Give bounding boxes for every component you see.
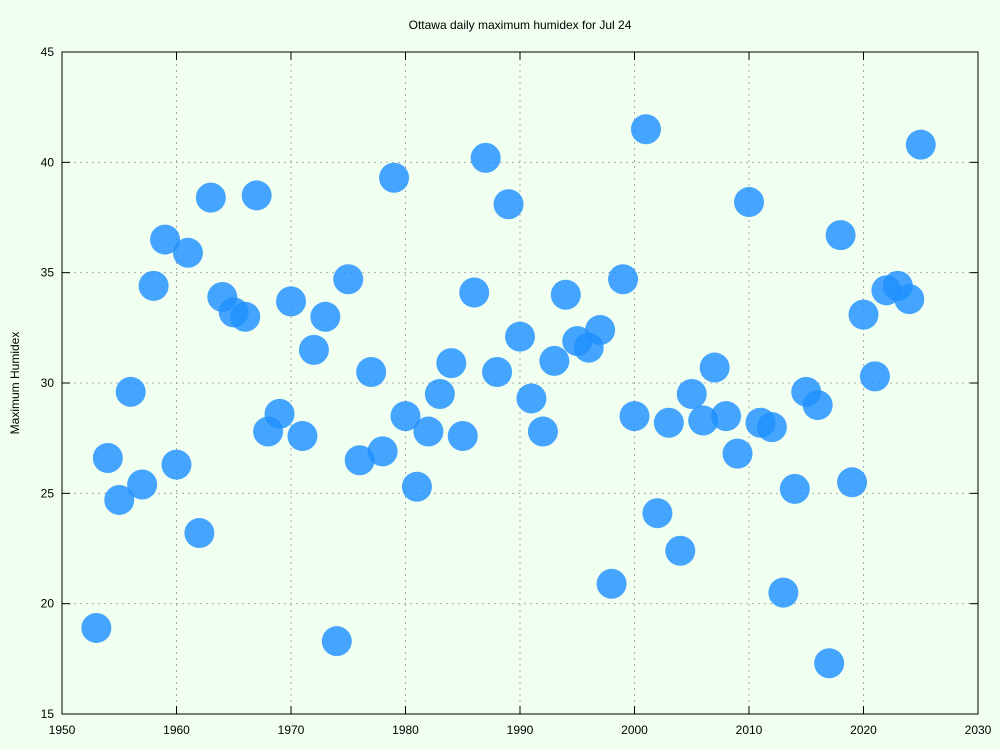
data-points: [81, 114, 936, 679]
x-tick-label: 1990: [507, 723, 534, 737]
data-point: [768, 577, 799, 608]
y-axis-label: Maximum Humidex: [8, 332, 22, 435]
data-point: [527, 416, 558, 447]
data-point: [390, 401, 421, 432]
data-point: [264, 398, 295, 429]
data-point: [379, 162, 410, 193]
x-tick-label: 2030: [965, 723, 992, 737]
y-tick-label: 40: [41, 155, 55, 169]
data-point: [779, 473, 810, 504]
data-point: [104, 484, 135, 515]
data-point: [734, 187, 764, 218]
data-point: [287, 420, 318, 451]
data-point: [298, 334, 329, 365]
y-tick-label: 45: [41, 45, 55, 59]
y-tick-label: 20: [41, 597, 55, 611]
data-point: [905, 129, 936, 160]
data-point: [344, 445, 375, 476]
x-tick-label: 2000: [621, 723, 648, 737]
data-point: [653, 407, 684, 438]
data-point: [230, 301, 261, 332]
chart-title: Ottawa daily maximum humidex for Jul 24: [409, 18, 632, 32]
data-point: [161, 449, 192, 480]
data-point: [321, 626, 352, 657]
y-tick-labels: 15 20 25 30 35 40 45: [41, 45, 55, 721]
data-point: [493, 189, 524, 220]
data-point: [848, 299, 879, 330]
data-point: [241, 180, 272, 211]
y-tick-label: 35: [41, 266, 55, 280]
x-tick-label: 1950: [49, 723, 76, 737]
data-point: [608, 264, 639, 295]
data-point: [539, 345, 570, 376]
x-tick-label: 1980: [392, 723, 419, 737]
data-point: [424, 379, 455, 410]
data-point: [722, 438, 753, 469]
data-point: [470, 142, 501, 173]
data-point: [459, 277, 490, 308]
x-tick-label: 2010: [736, 723, 763, 737]
data-point: [482, 356, 513, 387]
x-tick-labels: 1950 1960 1970 1980 1990 2000 2010 2020 2030: [49, 723, 992, 737]
data-point: [825, 220, 856, 251]
data-point: [276, 286, 306, 317]
data-point: [127, 469, 158, 500]
data-point: [333, 264, 364, 295]
data-point: [505, 321, 535, 352]
x-tick-label: 2020: [850, 723, 877, 737]
data-point: [516, 383, 547, 414]
data-point: [195, 182, 226, 213]
data-point: [81, 612, 112, 643]
data-point: [802, 390, 833, 421]
data-point: [401, 471, 432, 502]
data-point: [184, 518, 215, 549]
data-point: [310, 301, 341, 332]
data-point: [814, 648, 845, 679]
data-point: [138, 270, 169, 301]
x-tick-label: 1970: [278, 723, 305, 737]
y-tick-label: 15: [41, 707, 55, 721]
data-point: [837, 467, 868, 498]
data-point: [596, 568, 627, 599]
data-point: [150, 224, 181, 255]
data-point: [859, 361, 890, 392]
data-point: [447, 420, 478, 451]
data-point: [699, 352, 730, 383]
data-point: [688, 405, 719, 436]
data-point: [894, 284, 925, 315]
data-point: [585, 315, 616, 346]
data-point: [436, 348, 467, 379]
data-point: [356, 356, 387, 387]
data-point: [642, 498, 673, 529]
y-tick-label: 25: [41, 486, 55, 500]
data-point: [630, 114, 661, 145]
data-point: [413, 416, 444, 447]
data-point: [711, 401, 742, 432]
data-point: [367, 436, 398, 467]
data-point: [172, 237, 203, 268]
x-tick-label: 1960: [163, 723, 190, 737]
data-point: [676, 379, 707, 410]
data-point: [550, 279, 581, 310]
data-point: [115, 376, 146, 407]
data-point: [92, 443, 123, 474]
axis-ticks: [61, 51, 979, 715]
data-point: [665, 535, 696, 566]
y-tick-label: 30: [41, 376, 55, 390]
data-point: [619, 401, 650, 432]
data-point: [756, 412, 787, 443]
